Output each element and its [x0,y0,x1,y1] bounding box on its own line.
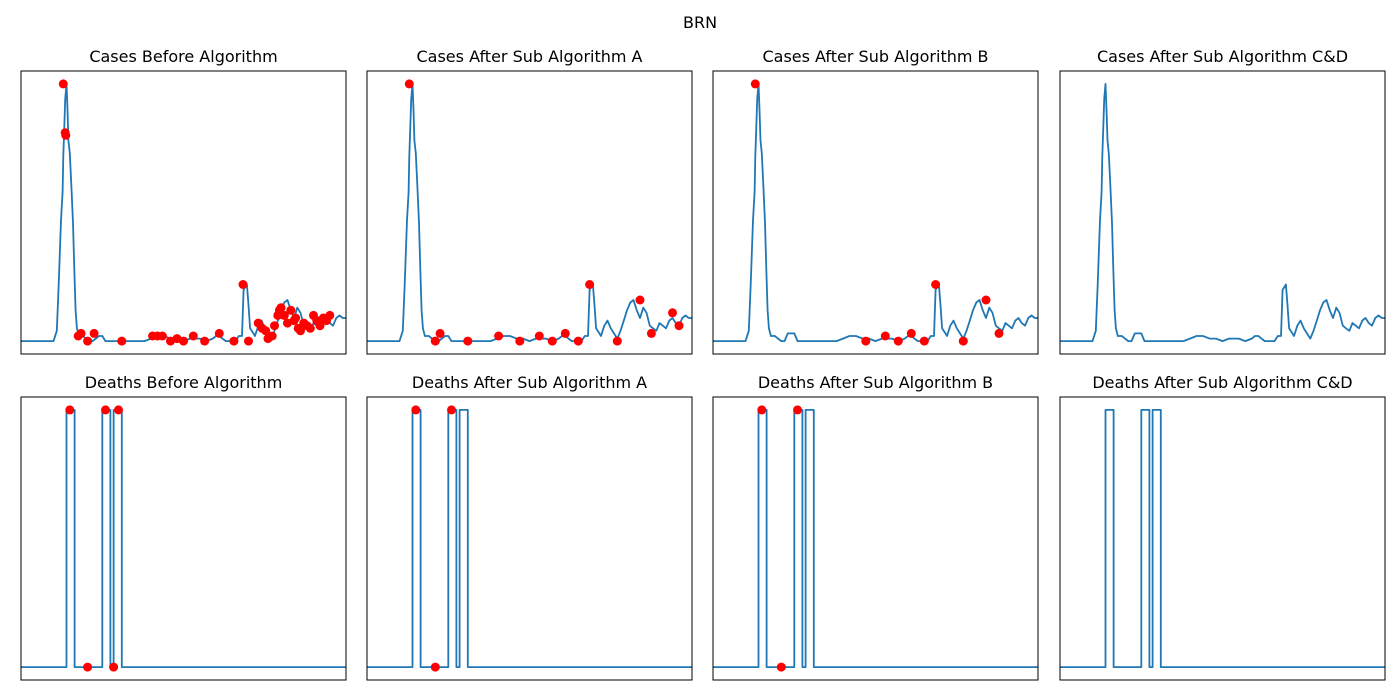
axes-frame [366,70,693,355]
detected-point [238,280,248,289]
subplot-title: Cases After Sub Algorithm C&D [1097,47,1348,66]
detected-point [435,328,445,338]
detected-point [646,328,656,338]
subplot-title: Deaths After Sub Algorithm C&D [1092,373,1352,392]
subplot-title: Cases After Sub Algorithm B [762,47,988,66]
detected-point [463,336,473,346]
axes-frame [1059,70,1386,355]
detected-point [244,336,253,346]
detected-point [76,328,86,338]
detected-point [861,336,871,346]
detected-point [404,79,414,89]
detected-point [494,331,504,341]
subplot-grid: Cases Before Algorithm Cases After Sub Al… [20,47,1386,681]
detected-point [919,336,929,346]
detected-point [229,336,239,346]
detected-point [430,336,440,346]
detected-point [750,79,760,89]
detected-point [286,305,296,315]
detected-point [261,326,271,336]
detected-point [83,336,93,346]
detected-point [757,405,767,415]
detected-point [560,328,570,338]
detected-point [267,331,277,341]
subplot-title: Deaths After Sub Algorithm B [758,373,993,392]
axes-frame [366,396,693,681]
detected-point [674,321,684,331]
detected-point [585,280,595,289]
detected-point [89,328,99,338]
subplot-title: Deaths Before Algorithm [85,373,283,392]
detected-point [411,405,421,415]
series-line-cases [21,83,346,342]
detected-point [931,280,941,289]
detected-point [157,331,167,341]
detected-point [296,326,305,336]
figure-title: BRN [683,13,717,32]
detected-point [668,308,677,318]
series-line-deaths [21,409,346,668]
detected-point [65,405,75,415]
subplot-deaths: Deaths Before Algorithm [20,373,347,681]
axes-frame [20,396,347,681]
detected-point [188,331,198,341]
detected-point [101,405,110,415]
detected-point [515,336,525,346]
axes-frame [20,70,347,355]
series-line-deaths [713,409,1038,668]
detected-point [430,662,440,672]
detected-point [315,321,325,331]
detected-point [291,313,301,323]
subplot-deaths: Deaths After Sub Algorithm A [366,373,693,681]
detected-point [776,662,786,672]
subplot-title: Deaths After Sub Algorithm A [412,373,647,392]
subplot-title: Cases After Sub Algorithm A [416,47,642,66]
detected-point [270,321,279,331]
detected-point [200,336,210,346]
subplot-cases: Cases After Sub Algorithm A [366,47,693,355]
detected-point [958,336,968,346]
detected-point [981,295,991,305]
axes-frame [712,70,1039,355]
series-line-deaths [367,409,692,668]
detected-point [114,405,123,415]
detected-point [793,405,802,415]
detected-point [612,336,622,346]
subplot-cases: Cases After Sub Algorithm C&D [1059,47,1386,355]
detected-point [109,662,119,672]
detected-point [573,336,583,346]
detected-point [635,295,645,305]
detected-point [893,336,903,346]
subplot-cases: Cases After Sub Algorithm B [712,47,1039,355]
series-line-cases [1060,83,1385,342]
detected-point [214,328,224,338]
detected-point [276,303,286,313]
subplot-deaths: Deaths After Sub Algorithm B [712,373,1039,681]
axes-frame [1059,396,1386,681]
subplot-deaths: Deaths After Sub Algorithm C&D [1059,373,1386,681]
subplot-title: Cases Before Algorithm [89,47,277,66]
detected-point [305,323,315,333]
subplot-cases: Cases Before Algorithm [20,47,347,355]
detected-point [325,310,335,320]
detected-point [994,328,1004,338]
detected-point [906,328,916,338]
detected-point [547,336,557,346]
detected-point [117,336,127,346]
detected-point [279,310,289,320]
detected-point [61,130,71,140]
detected-point [534,331,544,341]
detected-point [58,79,68,89]
detected-point [447,405,456,415]
axes-frame [712,396,1039,681]
detected-point [880,331,890,341]
detected-point [83,662,93,672]
detected-point [179,336,188,346]
series-line-deaths [1060,409,1385,668]
